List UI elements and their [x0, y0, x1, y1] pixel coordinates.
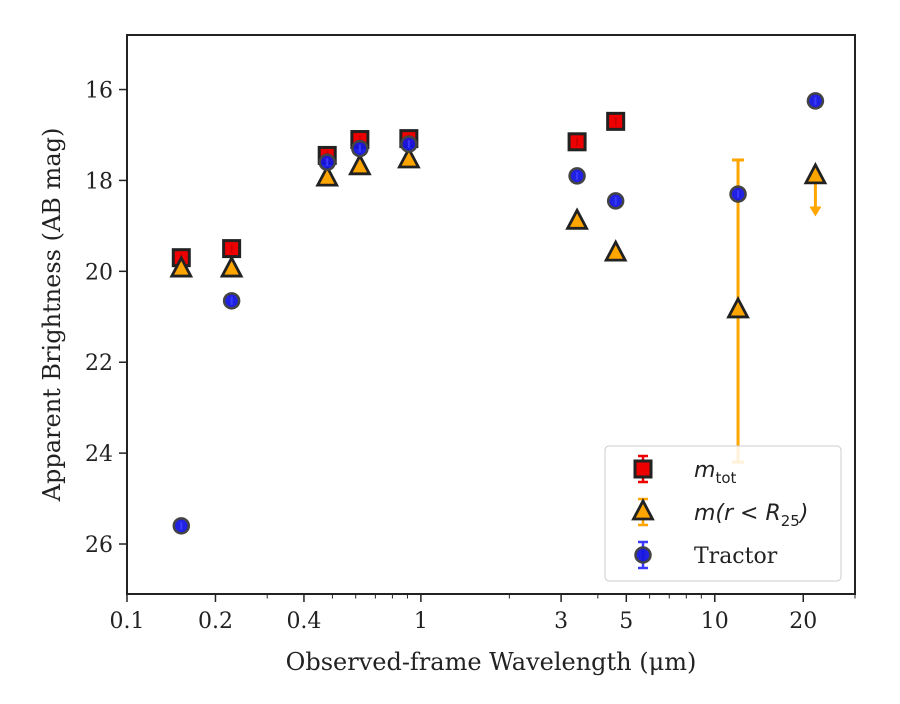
- y-tick-label-5: 26: [85, 533, 113, 558]
- legend-label-0: mtot: [694, 458, 736, 487]
- legend: mtot m(r < R25) Tractor: [604, 445, 842, 582]
- point-s1-p8: [803, 161, 828, 185]
- legend-marker-0: [633, 459, 653, 479]
- x-tick-label-5: 5: [619, 609, 633, 634]
- point-s1-p3: [348, 152, 372, 176]
- legend-label-2: Tractor: [694, 544, 778, 569]
- legend-marker-1: [631, 498, 655, 521]
- plot-frame: [126, 34, 856, 595]
- point-s1-p7: [726, 295, 750, 319]
- limit-arrow-s1-p8: [809, 206, 822, 217]
- y-tick-label-3: 22: [85, 351, 113, 376]
- point-s1-p2: [315, 164, 340, 187]
- x-tick-label-3: 1: [414, 609, 428, 634]
- x-tick-label-4: 3: [554, 609, 568, 634]
- y-tick-label-2: 20: [85, 260, 113, 285]
- x-tick-label-6: 10: [701, 609, 729, 634]
- y-tick-label-1: 18: [85, 169, 113, 194]
- legend-label-1: m(r < R25): [694, 501, 808, 530]
- point-s1-p5: [565, 207, 589, 230]
- x-tick-label-0: 0.1: [110, 609, 145, 634]
- x-tick-label-2: 0.4: [286, 609, 321, 634]
- point-s1-p6: [603, 239, 628, 262]
- y-axis-label: Apparent Brightness (AB mag): [38, 128, 66, 503]
- legend-marker-2: [634, 546, 652, 564]
- x-axis-label: Observed-frame Wavelength (μm): [286, 648, 697, 676]
- y-tick-label-0: 16: [85, 79, 113, 104]
- point-s1-p4: [397, 145, 421, 169]
- x-tick-label-1: 0.2: [198, 609, 233, 634]
- y-tick-label-4: 24: [85, 442, 113, 467]
- legend-box: [604, 445, 842, 582]
- axis-ticks: 0.1 0.2 0.4 1 3 5 10 20 16 18 20 22 24 26: [85, 79, 856, 634]
- x-tick-label-7: 20: [789, 609, 817, 634]
- data-marks: [169, 92, 828, 535]
- point-s1-p1: [219, 255, 244, 278]
- point-s1-p0: [169, 255, 194, 278]
